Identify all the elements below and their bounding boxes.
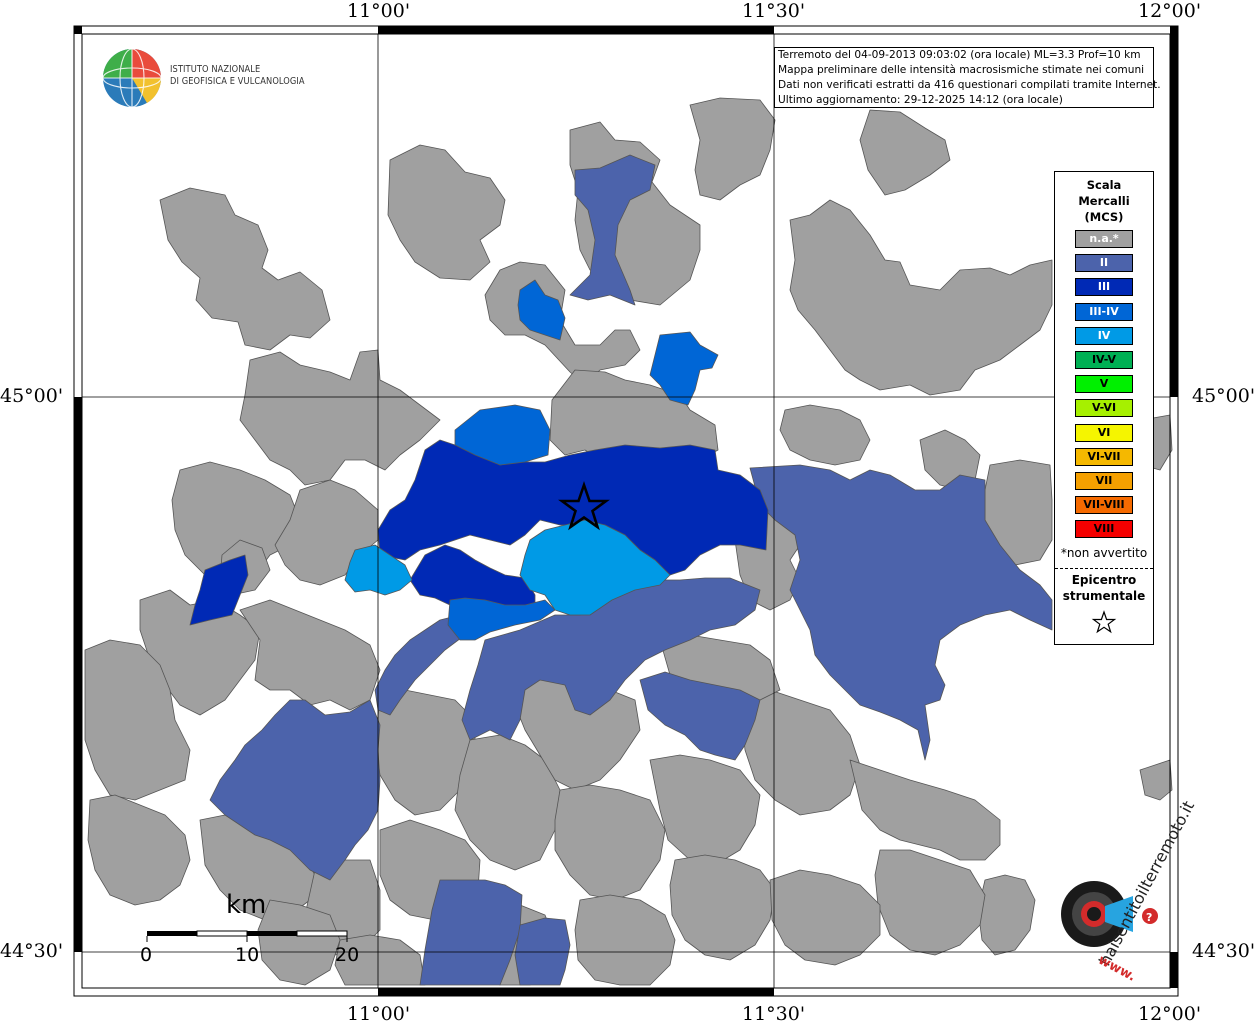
legend-swatch: V <box>1075 375 1133 394</box>
municipality-na <box>84 639 191 801</box>
municipality-na <box>849 759 1001 861</box>
municipality-iii-iv <box>517 279 566 341</box>
municipality-iii-iv <box>447 597 556 641</box>
legend-note: *non avvertito <box>1060 546 1148 560</box>
institute-name-line2: DI GEOFISICA E VULCANOLOGIA <box>170 76 305 87</box>
legend-swatch: VII-VIII <box>1075 496 1133 515</box>
scale-bar-title: km <box>226 890 267 920</box>
event-info-box: Terremoto del 04-09-2013 09:03:02 (ora l… <box>774 47 1161 108</box>
ingv-logo <box>102 48 162 108</box>
municipality-ii <box>419 879 523 986</box>
municipality-na <box>689 97 776 201</box>
municipality-na <box>859 109 951 196</box>
legend-swatch: VI <box>1075 423 1133 442</box>
coord-left-4500: 45°00' <box>0 385 64 407</box>
legend-title-line3: (MCS) <box>1084 210 1124 224</box>
coord-top-1130: 11°30' <box>742 0 806 22</box>
municipality-na <box>387 144 506 281</box>
municipality-na <box>257 899 341 986</box>
municipality-ii <box>569 154 656 306</box>
municipality-na <box>769 869 881 966</box>
svg-text:?: ? <box>1146 911 1152 924</box>
municipality-iv <box>344 544 413 596</box>
municipality-na <box>1139 759 1173 801</box>
event-info-line: Terremoto del 04-09-2013 09:03:02 (ora l… <box>778 49 1141 61</box>
municipality-na <box>239 349 441 486</box>
legend-divider <box>1055 568 1153 569</box>
coord-right-4500: 45°00' <box>1192 385 1256 407</box>
legend-swatch: II <box>1075 254 1133 273</box>
municipality-na <box>789 199 1053 396</box>
scale-bar <box>146 930 348 942</box>
epicenter-star <box>558 481 610 531</box>
legend-title-line1: Scala <box>1086 178 1122 192</box>
mcs-legend: Scala Mercalli (MCS) n.a.* II III III-IV IV I… <box>1054 171 1154 645</box>
legend-swatch: V-VI <box>1075 399 1133 418</box>
event-info-line: Dati non verificati estratti da 416 ques… <box>778 79 1161 91</box>
legend-swatch: III-IV <box>1075 302 1133 321</box>
legend-swatch: VI-VII <box>1075 447 1133 466</box>
scale-tick-20: 20 <box>335 944 360 966</box>
coord-bottom-1200: 12°00' <box>1138 1003 1202 1025</box>
graticule <box>82 34 1170 988</box>
municipality-na <box>554 784 666 901</box>
legend-swatch: III <box>1075 278 1133 297</box>
municipality-ii <box>749 464 1053 761</box>
map-frame <box>73 25 1179 997</box>
legend-epicenter-line2: strumentale <box>1062 589 1146 603</box>
municipality-ii <box>209 699 381 881</box>
municipality-ii <box>639 671 761 761</box>
legend-swatch: VIII <box>1075 520 1133 539</box>
coord-top-1200: 12°00' <box>1138 0 1202 22</box>
municipality-na <box>454 734 561 871</box>
municipality-na <box>159 187 331 351</box>
legend-title: Scala Mercalli (MCS) <box>1055 177 1153 225</box>
municipality-na <box>574 894 676 986</box>
municipality-na <box>669 854 776 961</box>
institute-name: ISTITUTO NAZIONALE DI GEOFISICA E VULCAN… <box>170 64 305 88</box>
scale-tick-10: 10 <box>235 944 260 966</box>
municipalities <box>84 97 1173 986</box>
legend-swatch: VII <box>1075 472 1133 490</box>
coord-bottom-1130: 11°30' <box>742 1003 806 1025</box>
municipality-na <box>171 461 301 581</box>
scale-tick-0: 0 <box>140 944 153 966</box>
municipality-iii-iv <box>649 331 719 406</box>
event-info-line: Mappa preliminare delle intensità macros… <box>778 64 1145 76</box>
municipality-iii <box>189 554 249 626</box>
institute-name-line1: ISTITUTO NAZIONALE <box>170 64 261 75</box>
legend-epicenter-label: Epicentro strumentale <box>1055 572 1153 604</box>
municipality-na <box>87 794 191 906</box>
municipality-na <box>649 754 761 866</box>
coord-right-4430: 44°30' <box>1192 940 1256 962</box>
municipality-ii <box>514 917 571 986</box>
coord-bottom-1100: 11°00' <box>347 1003 411 1025</box>
municipality-iii-iv <box>454 404 551 466</box>
legend-epicenter-line1: Epicentro <box>1071 573 1137 587</box>
legend-swatch: IV <box>1075 326 1133 345</box>
municipality-na <box>549 369 719 461</box>
legend-star-icon <box>1091 610 1117 634</box>
coord-top-1100: 11°00' <box>347 0 411 22</box>
coord-left-4430: 44°30' <box>0 940 64 962</box>
event-info-line: Ultimo aggiornamento: 29-12-2025 14:12 (… <box>778 94 1063 106</box>
municipality-na <box>239 599 381 711</box>
legend-swatch: n.a.* <box>1075 230 1133 248</box>
municipality-ii <box>374 614 466 716</box>
municipality-na <box>739 689 861 816</box>
municipality-na <box>779 404 871 466</box>
legend-title-line2: Mercalli <box>1078 194 1130 208</box>
legend-swatch: IV-V <box>1075 351 1133 369</box>
